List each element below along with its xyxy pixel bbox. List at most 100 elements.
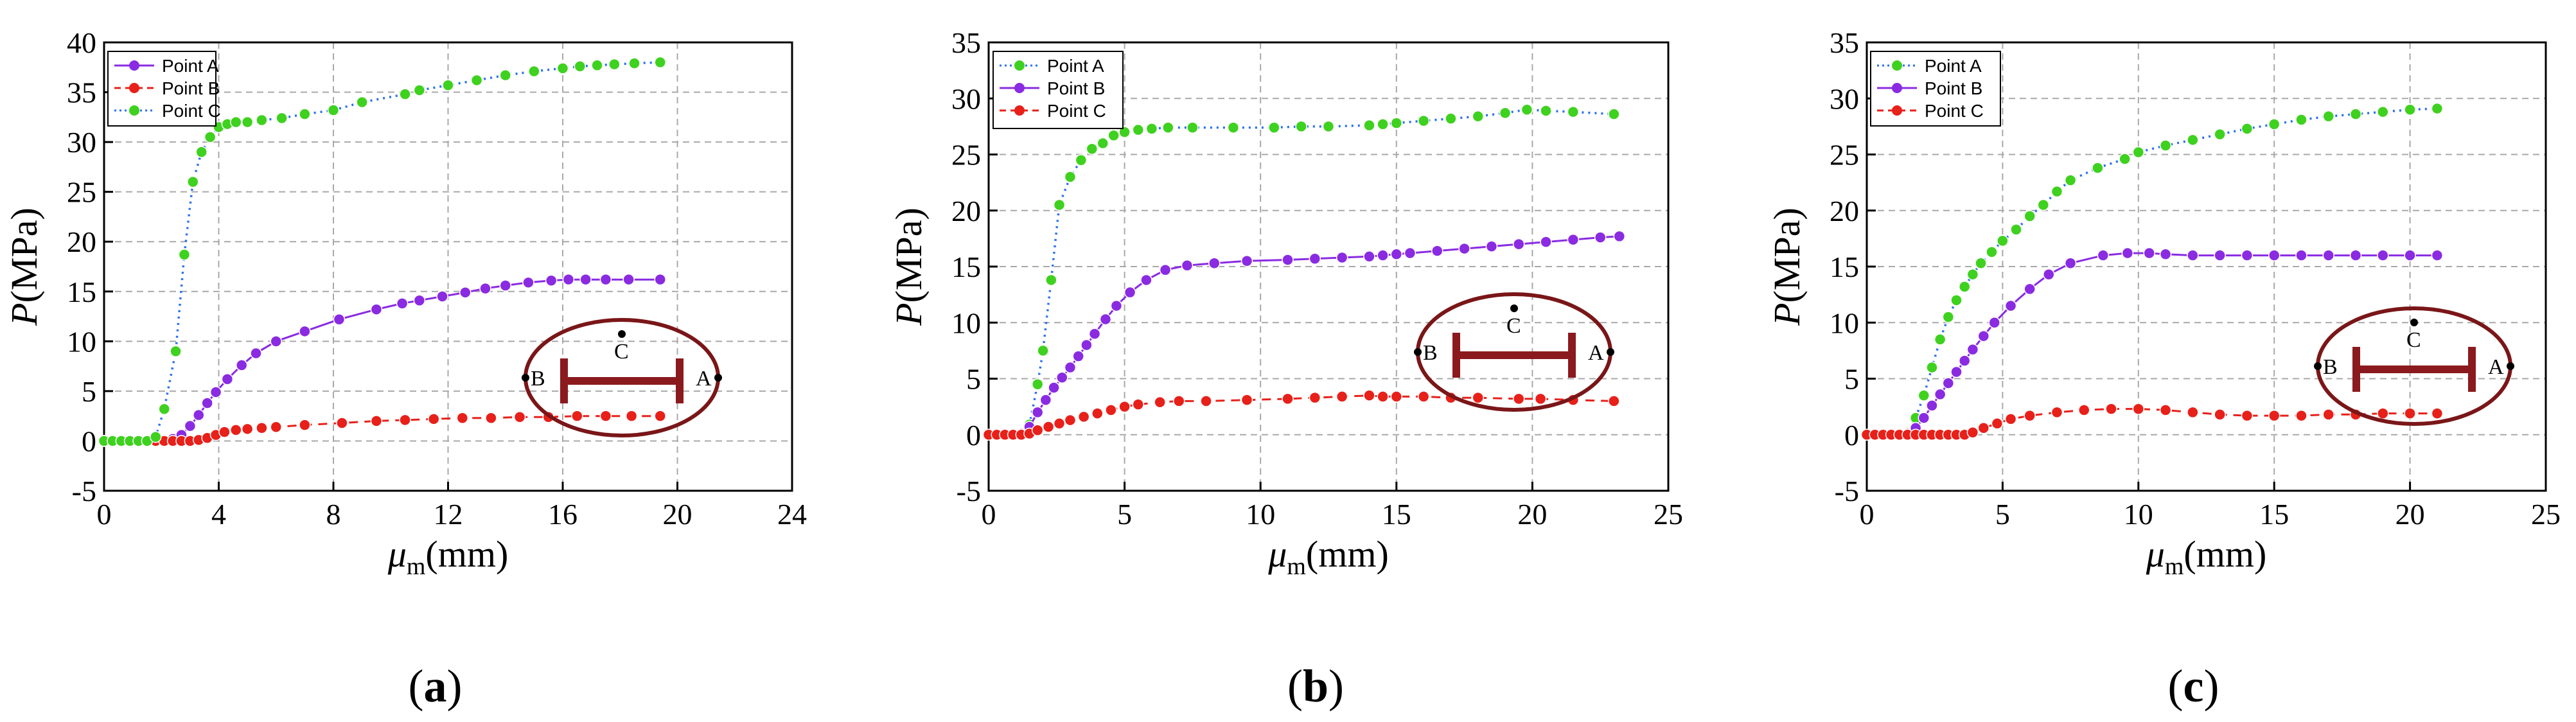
data-point [2268,409,2280,422]
data-point [2064,174,2077,186]
data-point [195,146,207,158]
data-point [333,313,346,326]
data-point [2024,210,2036,222]
data-point [1377,391,1389,403]
data-point [1118,126,1131,138]
data-point [1977,422,1990,434]
data-point [1540,105,1552,117]
data-point [1958,355,1971,367]
data-point [399,414,411,427]
data-point [608,58,621,71]
data-point [2097,249,2110,261]
data-point [2214,128,2226,141]
y-tick-label: 25 [1830,139,1859,172]
inset-label-center: C [2406,328,2421,352]
inset-label-right: A [2488,355,2504,379]
data-point [1512,238,1525,251]
data-point [2377,407,2389,419]
data-point [1105,404,1117,416]
data-point [1064,414,1077,427]
data-point [276,112,288,125]
cross-section-inset: B A C [1414,292,1614,412]
data-point [1608,395,1620,407]
data-point [499,69,511,82]
inset-point-left [1414,348,1422,356]
data-point [1145,123,1158,135]
data-point [1081,339,1093,351]
data-point [1268,121,1280,134]
data-point [1377,249,1389,261]
data-point [2241,409,2254,422]
panel-caption: (a) [409,660,463,712]
data-point [2121,247,2134,260]
data-point [1991,418,2004,430]
data-point [1162,121,1174,134]
data-point [1227,121,1240,134]
panel-caption: (c) [2168,660,2219,712]
data-point [2051,185,2063,198]
legend-label: Point B [1047,78,1105,98]
data-point [599,410,612,422]
inset-point-right [2507,362,2514,370]
x-axis-label: μm(mm) [1267,533,1389,580]
data-point [1045,274,1057,286]
data-point [2322,110,2335,123]
data-point [1540,236,1552,248]
inset-label-left: B [1423,341,1438,365]
data-point [579,273,592,286]
data-point [241,423,254,436]
data-point [574,60,587,73]
x-tick-label: 20 [663,498,693,531]
chart-panel-b: 0 5 10 15 20 25-505101520253035μm(mm)P(MPa)Po… [888,26,1683,712]
data-point [2404,407,2416,419]
data-point [556,62,569,75]
data-point [2119,153,2131,165]
y-tick-label: -5 [72,475,96,507]
data-point [1997,234,2009,247]
data-point [470,74,483,87]
data-point [1336,251,1348,264]
data-point [2295,249,2307,261]
data-point [256,114,268,127]
data-point [1039,394,1052,406]
data-point [396,297,409,310]
data-point [499,279,511,292]
data-point [1064,361,1077,374]
data-point [1309,252,1321,265]
data-point [599,273,612,286]
y-tick-label: -5 [957,475,981,507]
data-point [2159,139,2172,152]
data-point [1918,412,1930,424]
data-point [1088,328,1101,340]
data-point [1977,330,1990,342]
y-tick-label: 5 [966,363,981,396]
x-tick-label: 16 [548,498,578,531]
data-point [1934,388,1946,401]
data-point [1240,255,1253,267]
data-point [2187,406,2199,419]
y-tick-label: 20 [67,225,96,258]
y-tick-label: 0 [966,419,981,452]
data-point [1282,254,1294,266]
data-point [158,403,170,416]
data-point [1086,143,1098,155]
x-tick-label: 15 [1382,498,1411,531]
data-point [1608,108,1620,120]
y-axis-label: P(MPa) [3,207,45,326]
data-point [1567,105,1580,118]
data-point [1458,242,1470,255]
data-point [1966,427,1979,439]
x-tick-label: 20 [1517,498,1547,531]
data-point [513,410,526,423]
legend-marker [1892,83,1902,93]
data-point [2404,249,2416,261]
data-point [1958,281,1971,293]
x-tick-label: 12 [434,498,463,531]
inset-label-right: A [1588,341,1604,365]
data-point [1309,391,1321,404]
inset-point-right [714,374,722,382]
data-point [654,56,666,69]
inset-point-right [1607,348,1614,356]
data-point [442,79,454,91]
data-point [218,426,231,438]
